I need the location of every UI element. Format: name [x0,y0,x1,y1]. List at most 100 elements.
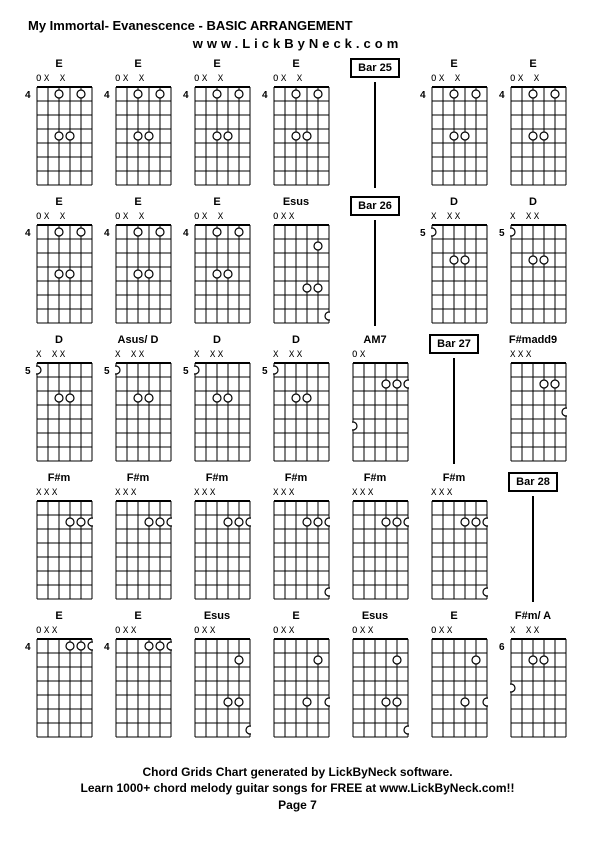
chord-diagram [273,638,330,743]
bar-line [374,82,376,188]
mute-open-row: X XX [36,350,91,360]
chord-name: F#m [262,472,330,484]
chord-cell: EsusOXX [341,610,409,740]
chord-name: F#madd9 [499,334,567,346]
mute-open-row: XXX [510,350,565,360]
chord-cell: EOX X4 [262,58,330,188]
mute-open-row: X XX [431,212,486,222]
mute-open-row: OX X [115,212,170,222]
bar-label: Bar 28 [508,472,558,492]
chord-diagram [352,500,409,605]
chord-name: F#m [420,472,488,484]
mute-open-row: OX X [431,74,486,84]
chord-cell: F#mXXX [25,472,93,602]
fret-number: 5 [262,366,268,377]
chord-diagram [431,500,488,605]
chord-cell: EOX X4 [104,196,172,326]
mute-open-row: XXX [352,488,407,498]
chord-diagram [115,86,172,191]
chord-cell: EsusOXX [183,610,251,740]
chord-name: E [104,58,172,70]
chord-row: D X XX5Asus/ D X XX5D X XX5D X XX5AM7 OX… [25,334,570,464]
chord-diagram [510,362,567,467]
chord-diagram [431,638,488,743]
chord-cell: D X XX5 [420,196,488,326]
title: My Immortal- Evanescence - BASIC ARRANGE… [28,18,353,33]
mute-open-row: XXX [194,488,249,498]
chord-cell: EOX X4 [499,58,567,188]
footer-line-1: Chord Grids Chart generated by LickByNec… [0,764,595,781]
chord-name: E [25,610,93,622]
mute-open-row: XXX [273,488,328,498]
chord-name: E [499,58,567,70]
chord-name: Asus/ D [104,334,172,346]
mute-open-row: X XX [194,350,249,360]
chord-row: EOX X4EOX X4EOX X4EsusOXX Bar 26D X XX5D… [25,196,570,326]
bar-marker: Bar 25 [341,58,409,188]
footer: Chord Grids Chart generated by LickByNec… [0,764,595,814]
chord-name: E [183,58,251,70]
chord-name: E [25,58,93,70]
chord-diagram [115,638,172,743]
bar-marker: Bar 28 [499,472,567,602]
chord-cell: D X XX5 [499,196,567,326]
chord-name: D [262,334,330,346]
chord-diagram [36,362,93,467]
chord-name: Esus [262,196,330,208]
mute-open-row: OX X [36,212,91,222]
chord-cell: Asus/ D X XX 5 [104,334,172,464]
bar-marker: Bar 27 [420,334,488,464]
chord-diagram [115,500,172,605]
mute-open-row: X XX [273,350,328,360]
mute-open-row: XXX [115,488,170,498]
chord-name: D [25,334,93,346]
chord-diagram [194,86,251,191]
chord-diagram [194,638,251,743]
fret-number: 4 [104,90,110,101]
fret-number: 4 [183,90,189,101]
mute-open-row: OXX [273,212,328,222]
chord-cell: Esus OXX [262,196,330,326]
chord-name: AM7 [341,334,409,346]
chord-diagram [352,638,409,743]
fret-number: 5 [25,366,31,377]
footer-line-3: Page 7 [0,797,595,814]
mute-open-row: OX X [194,212,249,222]
chord-cell: EOXX 4 [25,610,93,740]
mute-open-row: OXX [431,626,486,636]
mute-open-row: X XX [115,350,170,360]
chord-name: E [25,196,93,208]
chord-diagram [36,500,93,605]
chord-diagram [36,86,93,191]
fret-number: 4 [25,90,31,101]
mute-open-row: X XX [510,212,565,222]
fret-number: 4 [420,90,426,101]
chord-name: D [499,196,567,208]
chord-diagram [352,362,409,467]
chord-cell: EOX X4 [183,196,251,326]
mute-open-row: OXX [352,626,407,636]
chord-name: D [183,334,251,346]
chord-cell: F#mXXX [183,472,251,602]
chord-cell: F#mXXX [104,472,172,602]
fret-number: 5 [183,366,189,377]
chord-cell: F#m/ A X XX6 [499,610,567,740]
bar-label: Bar 26 [350,196,400,216]
chord-name: E [104,196,172,208]
mute-open-row: OX X [194,74,249,84]
chord-cell: E OX X 4 [183,58,251,188]
chord-cell: F#mXXX [420,472,488,602]
bar-label: Bar 25 [350,58,400,78]
chord-diagram [273,86,330,191]
chord-diagram [510,638,567,743]
chord-cell: D X XX 5 [25,334,93,464]
mute-open-row: XXX [36,488,91,498]
chord-diagram [115,362,172,467]
fret-number: 5 [104,366,110,377]
chord-cell: EOX X4 [104,58,172,188]
chord-cell: EOXX 4 [104,610,172,740]
chord-diagram [194,224,251,329]
chord-diagram [510,224,567,329]
chord-name: D [420,196,488,208]
subtitle: www.LickByNeck.com [0,36,595,51]
